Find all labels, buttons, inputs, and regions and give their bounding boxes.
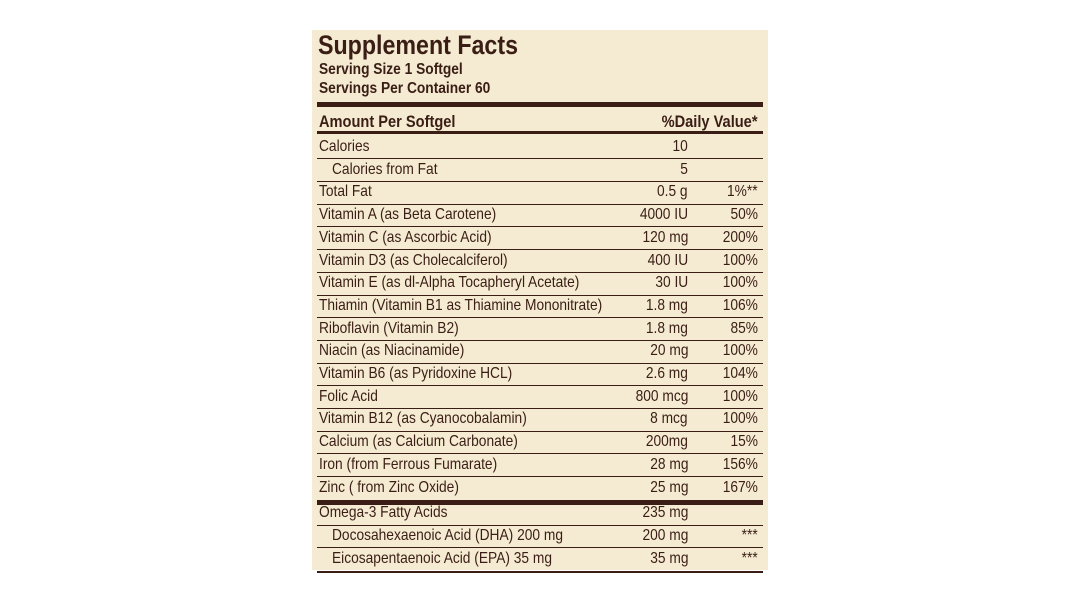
nutrient-name: Omega-3 Fatty Acids [319, 504, 448, 522]
amount: 400 IU [647, 251, 688, 269]
nutrient-name: Vitamin E (as dl-Alpha Tocapheryl Acetat… [319, 274, 580, 292]
rule [317, 131, 763, 134]
rule [317, 226, 763, 228]
rule [317, 430, 763, 432]
rule [317, 547, 763, 549]
nutrient-name: Thiamin (Vitamin B1 as Thiamine Mononitr… [319, 296, 603, 314]
daily-value: 200% [722, 228, 758, 246]
rule [317, 476, 763, 478]
daily-value: 104% [722, 365, 758, 382]
amount: 8 mcg [650, 410, 688, 428]
daily-value: 100% [722, 410, 758, 428]
amount: 0.5 g [657, 183, 688, 201]
rule [317, 408, 763, 410]
amount: 800 mcg [635, 387, 688, 405]
rule [317, 294, 763, 296]
rule [317, 362, 763, 364]
rule [317, 181, 763, 183]
nutrient-name: Vitamin A (as Beta Carotene) [319, 206, 497, 224]
rule [317, 249, 763, 251]
nutrient-name: Zinc ( from Zinc Oxide) [319, 478, 459, 496]
amount: 4000 IU [639, 206, 688, 224]
rule [317, 570, 763, 573]
nutrient-name: Eicosapentaenoic Acid (EPA) 35 mg [332, 549, 553, 567]
rule [317, 339, 763, 341]
serving-size: Serving Size 1 Softgel [319, 61, 463, 78]
nutrient-name: Vitamin B6 (as Pyridoxine HCL) [319, 365, 513, 382]
nutrient-name: Vitamin B12 (as Cyanocobalamin) [319, 410, 527, 428]
amount: 20 mg [649, 342, 688, 360]
amount: 28 mg [649, 455, 688, 473]
amount: 5 [680, 160, 688, 178]
amount: 235 mg [642, 504, 688, 522]
rule [317, 158, 763, 160]
daily-value: *** [741, 549, 758, 567]
servings-per-container: Servings Per Container 60 [319, 80, 491, 97]
nutrient-name: Folic Acid [319, 387, 378, 405]
rule [317, 385, 763, 387]
rule [317, 102, 763, 107]
amount: 10 [672, 138, 688, 155]
nutrient-name: Calories from Fat [332, 160, 438, 178]
nutrient-name: Vitamin C (as Ascorbic Acid) [319, 228, 492, 246]
header-amount: Amount Per Softgel [319, 112, 456, 131]
nutrient-name: Niacin (as Niacinamide) [319, 342, 465, 360]
rule [317, 271, 763, 273]
daily-value: 100% [722, 342, 758, 360]
amount: 1.8 mg [645, 319, 688, 337]
nutrient-name: Total Fat [319, 183, 372, 201]
rule [317, 203, 763, 205]
daily-value: 167% [722, 478, 758, 496]
rule [317, 524, 763, 526]
amount: 200 mg [642, 526, 688, 544]
amount: 1.8 mg [645, 296, 688, 314]
nutrient-name: Iron (from Ferrous Fumarate) [319, 455, 498, 473]
daily-value: 156% [722, 455, 758, 473]
rule [317, 317, 763, 319]
amount: 120 mg [642, 228, 688, 246]
daily-value: 50% [730, 206, 758, 224]
nutrient-name: Calcium (as Calcium Carbonate) [319, 433, 518, 451]
label-panel [312, 30, 768, 570]
nutrient-name: Docosahexaenoic Acid (DHA) 200 mg [332, 526, 563, 544]
daily-value: 100% [722, 387, 758, 405]
nutrient-name: Vitamin D3 (as Cholecalciferol) [319, 251, 508, 269]
daily-value: 106% [722, 296, 758, 314]
amount: 25 mg [649, 478, 688, 496]
rule [317, 453, 763, 455]
amount: 2.6 mg [645, 365, 688, 382]
daily-value: 100% [722, 274, 758, 292]
daily-value: 1%** [727, 183, 758, 201]
nutrient-name: Riboflavin (Vitamin B2) [319, 319, 459, 337]
daily-value: 85% [730, 319, 758, 337]
amount: 35 mg [649, 549, 688, 567]
rule [317, 499, 763, 505]
title: Supplement Facts [318, 30, 518, 60]
daily-value: 100% [722, 251, 758, 269]
daily-value: *** [741, 526, 758, 544]
amount: 200mg [645, 433, 688, 451]
nutrient-name: Calories [319, 138, 370, 155]
header-daily-value: %Daily Value* [662, 112, 758, 131]
amount: 30 IU [655, 274, 688, 292]
daily-value: 15% [730, 433, 758, 451]
